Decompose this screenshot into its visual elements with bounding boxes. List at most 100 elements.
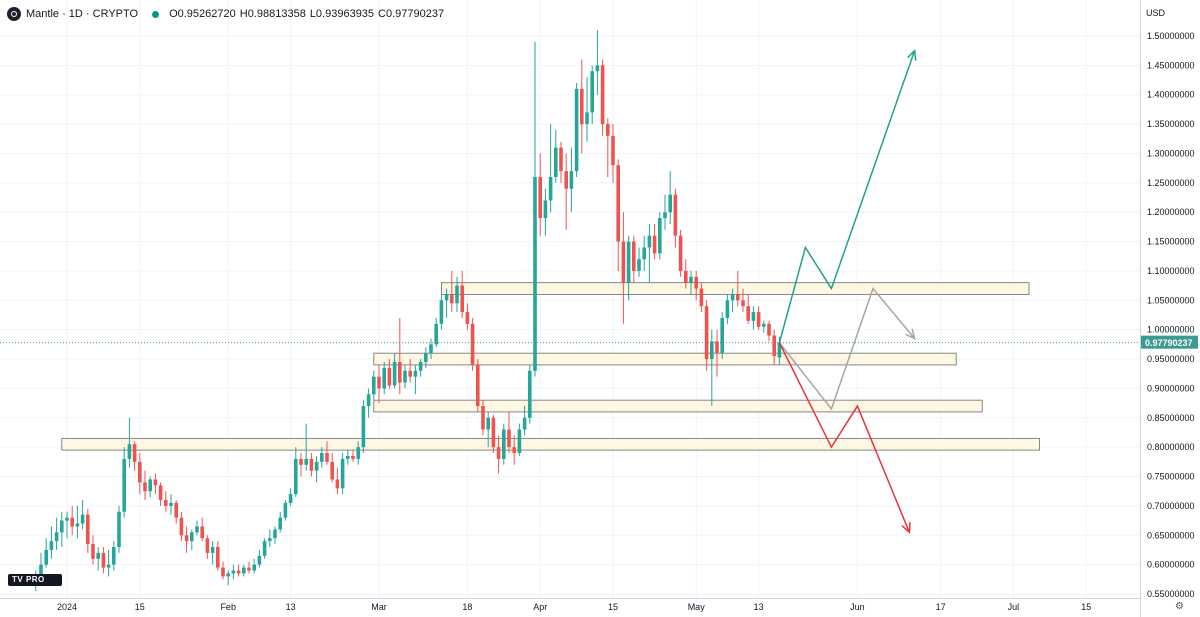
candle-body-bullish [283,502,288,518]
zone-rectangle [61,437,1040,451]
candle-body-bullish [392,361,397,386]
candle-body-bearish [299,458,303,465]
price-tick-label: 0.55000000 [1147,589,1195,599]
current-price-label: 0.97790237 [1145,338,1193,348]
price-tick-label: 1.05000000 [1147,295,1195,305]
projection-arrows [778,49,917,534]
zone-rectangle [440,282,1030,295]
candle-body-bullish [647,235,652,248]
candle-body-bullish [231,570,236,574]
candle-body-bullish [320,453,324,462]
time-tick-label: May [688,602,706,612]
candle-body-bearish [450,294,454,304]
candle-body-bearish [600,65,605,125]
candle-body-bullish [725,300,730,318]
candle-body-bullish [60,520,64,533]
candle-body-bearish [652,235,657,254]
candle-body-bearish [309,458,314,471]
candle-body-bearish [70,517,74,527]
candle-body-bearish [621,241,626,283]
candle-body-bearish [205,538,210,553]
candle-body-bearish [158,485,163,501]
candle-body-bearish [476,364,480,407]
symbol-header: Mantle · 1D · CRYPTO O0.95262720 H0.9881… [0,0,1140,28]
time-tick-label: 15 [1081,602,1091,612]
candle-body-bullish [637,259,641,271]
candle-body-bearish [684,270,688,283]
ohlc-low: L0.93963935 [309,8,375,20]
candle-body-bearish [408,370,412,377]
candle-body-bullish [96,552,100,559]
price-tick-label: 0.95000000 [1147,354,1195,364]
candle-body-bullish [49,541,54,550]
candle-body-bearish [460,285,464,313]
candle-body-bullish [366,394,371,407]
candle-body-bullish [517,429,522,454]
candle-body-bearish [330,461,334,480]
candle-body-bearish [491,417,496,448]
candle-body-bearish [767,323,771,336]
candle-body-bearish [216,547,220,568]
candle-body-bullish [112,547,116,565]
candle-body-bearish [101,552,106,568]
price-tick-label: 1.20000000 [1147,207,1195,217]
symbol-logo-icon [7,7,21,21]
candle-body-bearish [351,455,355,459]
candle-body-bullish [190,532,194,542]
candle-body-bearish [481,406,485,430]
candle-body-bullish [304,458,308,465]
candle-body-bearish [538,176,542,219]
candle-body-bullish [340,458,345,489]
zone-rectangle [373,352,957,366]
settings-gear-icon[interactable]: ⚙ [1175,601,1184,612]
candle-body-bullish [262,541,267,556]
candle-body-bearish [335,479,340,489]
candle-body-bearish [699,288,704,307]
candle-body-bullish [455,285,459,304]
candle-body-bearish [86,514,90,545]
candle-body-bullish [554,147,558,177]
candle-body-bullish [372,376,376,395]
candle-body-bearish [606,124,610,136]
candle-body-bearish [741,300,745,307]
candle-body-bullish [257,555,262,565]
candle-body-bullish [54,532,59,542]
candle-body-bearish [746,306,750,321]
candle-body-bearish [632,241,636,271]
currency-selector[interactable]: USD [1146,8,1166,18]
candle-body-bullish [356,447,360,459]
candle-body-bearish [616,165,620,242]
candle-body-bullish [569,171,574,189]
candle-body-bullish [777,342,782,358]
candle-body-bearish [715,341,719,354]
bearish-scenario-arrow [778,342,911,533]
candle-body-bullish [382,367,386,389]
symbol-title[interactable]: Mantle · 1D · CRYPTO [26,8,139,20]
candle-body-bearish [772,335,776,357]
candle-body-bullish [195,526,199,533]
price-tick-label: 0.80000000 [1147,442,1195,452]
candle-body-bullish [720,317,724,354]
candle-body-bullish [522,417,527,430]
candle-body-bullish [548,176,553,201]
candle-body-bullish [65,517,69,521]
candle-body-bearish [756,312,761,327]
price-tick-label: 1.30000000 [1147,148,1195,158]
candle-body-bullish [502,429,506,459]
ohlc-open: O0.95262720 [169,8,236,20]
time-tick-label: 17 [936,602,946,612]
price-tick-label: 1.45000000 [1147,60,1195,70]
candle-body-bearish [179,517,184,536]
time-tick-label: 13 [286,602,296,612]
candle-body-bullish [226,573,230,577]
price-tick-label: 0.75000000 [1147,472,1195,482]
candle-body-bearish [236,570,241,574]
candle-body-bullish [288,494,293,503]
candle-body-bullish [314,461,319,471]
candle-body-bullish [294,458,298,495]
candle-body-bearish [91,544,95,559]
time-tick-label: Apr [533,602,547,612]
candle-body-bearish [153,479,158,486]
time-tick-label: Mar [371,602,387,612]
